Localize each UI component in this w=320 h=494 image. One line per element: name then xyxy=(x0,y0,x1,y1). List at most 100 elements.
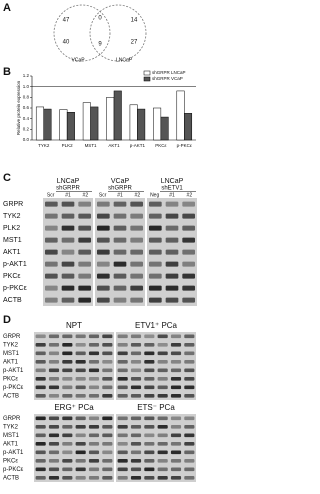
band xyxy=(117,385,128,390)
band xyxy=(130,385,142,390)
y-tick-label: 0.4 xyxy=(23,116,30,121)
protein-label: p-PKCε xyxy=(3,385,24,391)
band xyxy=(102,351,113,356)
band xyxy=(62,425,73,429)
band xyxy=(184,385,195,390)
band xyxy=(75,394,86,398)
band xyxy=(165,213,179,219)
band xyxy=(75,343,86,347)
band xyxy=(62,360,73,364)
band xyxy=(144,416,155,421)
protein-label: ACTB xyxy=(3,297,22,304)
venn-number: 9 xyxy=(98,42,102,48)
band xyxy=(113,261,127,267)
band xyxy=(102,385,113,390)
band xyxy=(144,334,155,339)
band xyxy=(48,351,60,356)
band xyxy=(88,425,100,429)
band xyxy=(130,433,142,438)
band xyxy=(184,425,195,429)
y-tick-label: 0.0 xyxy=(23,137,30,142)
band xyxy=(102,442,113,446)
band xyxy=(113,201,127,207)
venn-number: 27 xyxy=(131,40,138,46)
y-tick-label: 1.0 xyxy=(23,84,30,89)
x-tick-label: TYK2 xyxy=(38,143,50,148)
bar xyxy=(129,104,138,141)
band xyxy=(170,425,182,429)
band xyxy=(62,377,73,381)
legend-label: shGRPR LNCaP xyxy=(152,70,186,75)
lane-label: #2 xyxy=(83,192,89,198)
band xyxy=(149,273,162,279)
band xyxy=(75,377,86,381)
band xyxy=(48,425,60,429)
band xyxy=(149,261,162,267)
band xyxy=(97,261,110,267)
protein-label: TYK2 xyxy=(3,424,19,430)
band xyxy=(165,297,179,303)
band xyxy=(182,213,195,219)
band xyxy=(113,297,127,303)
band xyxy=(184,442,195,446)
construct: shGRPR xyxy=(56,186,80,192)
protein-label: AKT1 xyxy=(3,441,19,447)
blot xyxy=(116,332,196,400)
band xyxy=(102,368,113,373)
band xyxy=(184,360,195,364)
band xyxy=(130,273,143,279)
x-tick-label: p-PKCε xyxy=(177,143,192,148)
band xyxy=(144,394,155,398)
band xyxy=(130,201,143,207)
band xyxy=(88,416,100,421)
band xyxy=(102,416,113,421)
band xyxy=(61,237,75,243)
band xyxy=(165,261,179,267)
band xyxy=(88,343,100,347)
x-tick-label: AKT1 xyxy=(108,143,120,148)
band xyxy=(157,368,168,373)
band xyxy=(48,433,60,438)
band xyxy=(165,225,179,231)
cell-line: LNCaP xyxy=(57,178,80,185)
band xyxy=(184,467,195,472)
band xyxy=(61,297,75,303)
band xyxy=(144,351,155,356)
band xyxy=(78,285,91,291)
band xyxy=(61,249,75,255)
band xyxy=(157,425,168,429)
band xyxy=(45,249,58,255)
band xyxy=(35,368,46,373)
band xyxy=(157,343,168,347)
band xyxy=(78,249,91,255)
band xyxy=(165,237,179,243)
band xyxy=(182,273,195,279)
band xyxy=(62,476,73,480)
band xyxy=(117,416,128,421)
band xyxy=(144,343,155,347)
band xyxy=(130,368,142,373)
band xyxy=(75,334,86,339)
band xyxy=(149,285,162,291)
band xyxy=(130,394,142,398)
protein-label: ACTB xyxy=(3,393,19,399)
band xyxy=(48,442,60,446)
band xyxy=(130,360,142,364)
band xyxy=(144,442,155,446)
band xyxy=(48,385,60,390)
band xyxy=(117,334,128,339)
band xyxy=(45,297,58,303)
bar xyxy=(66,112,75,141)
band xyxy=(61,285,75,291)
band xyxy=(75,385,86,390)
band xyxy=(130,261,143,267)
y-tick-label: 0.2 xyxy=(23,127,30,132)
bar xyxy=(176,90,185,141)
band xyxy=(35,459,46,463)
band xyxy=(149,225,162,231)
bar xyxy=(59,109,68,141)
band xyxy=(102,425,113,429)
band xyxy=(130,416,142,421)
band xyxy=(184,476,195,480)
band xyxy=(62,442,73,446)
